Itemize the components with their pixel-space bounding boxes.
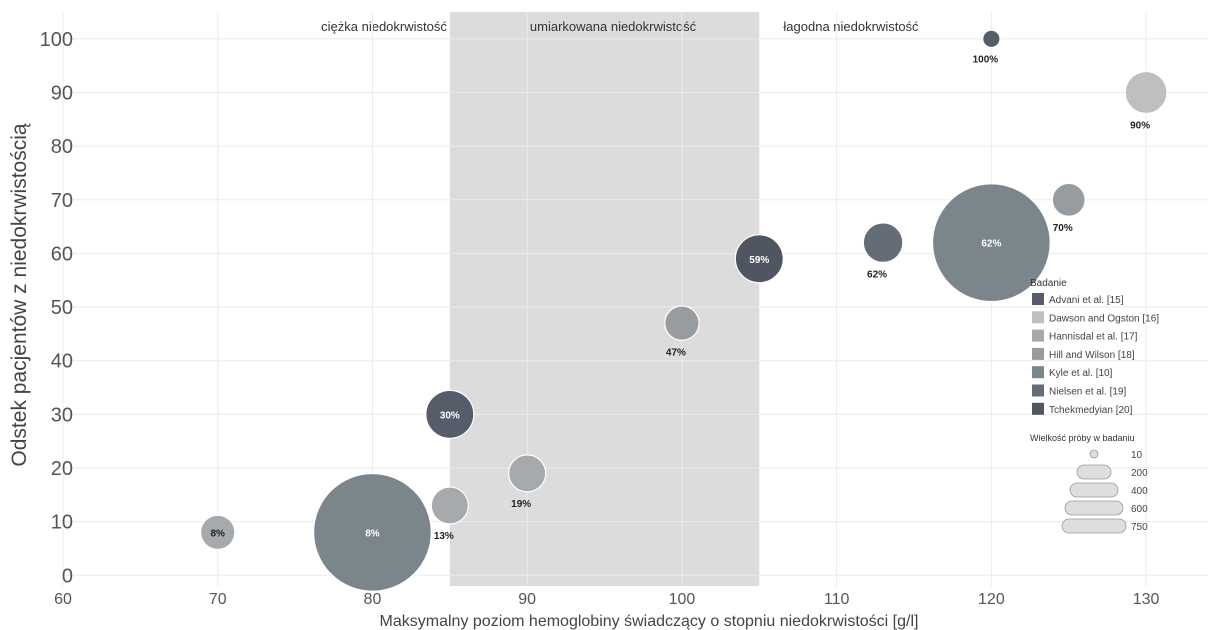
x-tick-label: 120 xyxy=(978,591,1005,608)
data-point xyxy=(508,454,547,493)
data-point xyxy=(1124,70,1168,114)
data-label: 62% xyxy=(867,269,887,280)
size-legend-shape xyxy=(1069,482,1119,498)
data-point xyxy=(931,183,1051,303)
legend: Badanie Advani et al. [15] Dawson and Ogst… xyxy=(1030,278,1159,534)
size-legend-label: 750 xyxy=(1131,522,1148,533)
legend-label: Kyle et al. [10] xyxy=(1049,368,1113,379)
legend-swatch xyxy=(1032,311,1044,324)
y-tick-label: 100 xyxy=(40,29,73,51)
y-tick-label: 70 xyxy=(51,190,73,212)
x-tick-label: 70 xyxy=(209,591,227,608)
data-point xyxy=(430,486,469,525)
size-legend-label: 200 xyxy=(1131,468,1148,479)
legend-swatch xyxy=(1032,329,1044,342)
data-point xyxy=(425,389,475,439)
data-label: 59% xyxy=(749,255,769,266)
legend-swatch xyxy=(1032,384,1044,397)
data-label: 62% xyxy=(981,239,1001,250)
y-tick-label: 90 xyxy=(51,82,73,104)
data-label: 13% xyxy=(434,531,454,542)
data-point xyxy=(862,222,904,264)
data-point xyxy=(982,29,1001,49)
y-tick-label: 50 xyxy=(51,297,73,319)
x-tick-label: 110 xyxy=(824,591,850,608)
size-legend-shape xyxy=(1061,518,1127,534)
band-label-1: umiarkowana niedokrwistość xyxy=(530,19,697,34)
x-tick-label: 60 xyxy=(54,591,72,608)
x-tick-label: 100 xyxy=(669,591,696,608)
data-label: 8% xyxy=(365,528,380,539)
y-tick-label: 20 xyxy=(51,458,73,480)
size-legend-label: 600 xyxy=(1131,504,1148,515)
data-point xyxy=(313,472,432,592)
y-tick-label: 10 xyxy=(51,512,73,534)
data-point xyxy=(1051,182,1086,217)
legend-label: Nielsen et al. [19] xyxy=(1049,387,1126,398)
legend-title: Badanie xyxy=(1030,278,1067,289)
data-point xyxy=(199,514,236,551)
x-axis-label: Maksymalny poziom hemoglobiny świadczący… xyxy=(380,613,919,630)
legend-swatch xyxy=(1032,347,1044,360)
data-label: 30% xyxy=(440,410,460,421)
data-points: 8% 8% 13% 30% 19% 47% 59% 62% 62% 100% 70% 90% xyxy=(199,29,1168,592)
y-tick-label: 60 xyxy=(51,243,73,265)
data-label: 70% xyxy=(1053,223,1073,234)
legend-label: Hannisdal et al. [17] xyxy=(1049,332,1138,343)
y-tick-label: 40 xyxy=(51,351,73,373)
data-label: 47% xyxy=(666,347,686,358)
legend-label: Dawson and Ogston [16] xyxy=(1049,313,1159,324)
size-legend-shape xyxy=(1076,464,1112,480)
x-axis-ticks: 60 70 80 90 100 110 120 130 xyxy=(54,591,1159,608)
x-tick-label: 90 xyxy=(518,591,536,608)
y-axis-label: Odstek pacjentów z niedokrwistością xyxy=(8,123,31,466)
data-point xyxy=(664,305,700,341)
anemia-severity-bands: ciężka niedokrwistość umiarkowana niedokr… xyxy=(321,12,919,586)
band-label-0: ciężka niedokrwistość xyxy=(321,19,447,34)
legend-swatch xyxy=(1032,293,1044,305)
legend-label: Hill and Wilson [18] xyxy=(1049,350,1135,361)
legend-swatch xyxy=(1032,366,1044,379)
y-axis-ticks: 0 10 20 30 40 50 60 70 80 90 100 xyxy=(40,29,73,587)
x-tick-label: 130 xyxy=(1133,591,1160,608)
y-tick-label: 0 xyxy=(62,565,73,587)
y-tick-label: 80 xyxy=(51,136,73,158)
data-label: 19% xyxy=(511,499,531,510)
size-legend-label: 10 xyxy=(1131,450,1143,461)
x-tick-label: 80 xyxy=(364,591,382,608)
data-point xyxy=(734,234,784,284)
size-legend-title: Wielkość próby w badaniu xyxy=(1030,433,1135,443)
y-tick-label: 30 xyxy=(51,404,73,426)
band-label-2: łagodna niedokrwistość xyxy=(783,19,919,34)
size-legend-label: 400 xyxy=(1131,486,1148,497)
size-legend-shape xyxy=(1089,449,1099,459)
band-shade-1 xyxy=(449,12,760,586)
data-label: 90% xyxy=(1130,120,1150,131)
data-label: 8% xyxy=(211,528,226,539)
size-legend-shape xyxy=(1064,500,1124,516)
legend-label: Advani et al. [15] xyxy=(1049,295,1124,306)
legend-swatch xyxy=(1032,402,1044,415)
legend-label: Tchekmedyian [20] xyxy=(1049,405,1133,416)
data-label: 100% xyxy=(973,54,999,65)
